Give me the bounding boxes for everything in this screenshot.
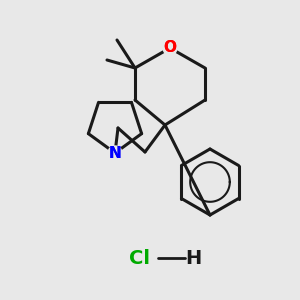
Text: O: O	[164, 40, 176, 56]
Circle shape	[108, 146, 122, 160]
Text: N: N	[109, 146, 122, 160]
Text: N: N	[109, 146, 122, 160]
Text: O: O	[164, 40, 176, 56]
Text: H: H	[185, 248, 201, 268]
Text: Cl: Cl	[130, 248, 151, 268]
Circle shape	[163, 41, 177, 55]
